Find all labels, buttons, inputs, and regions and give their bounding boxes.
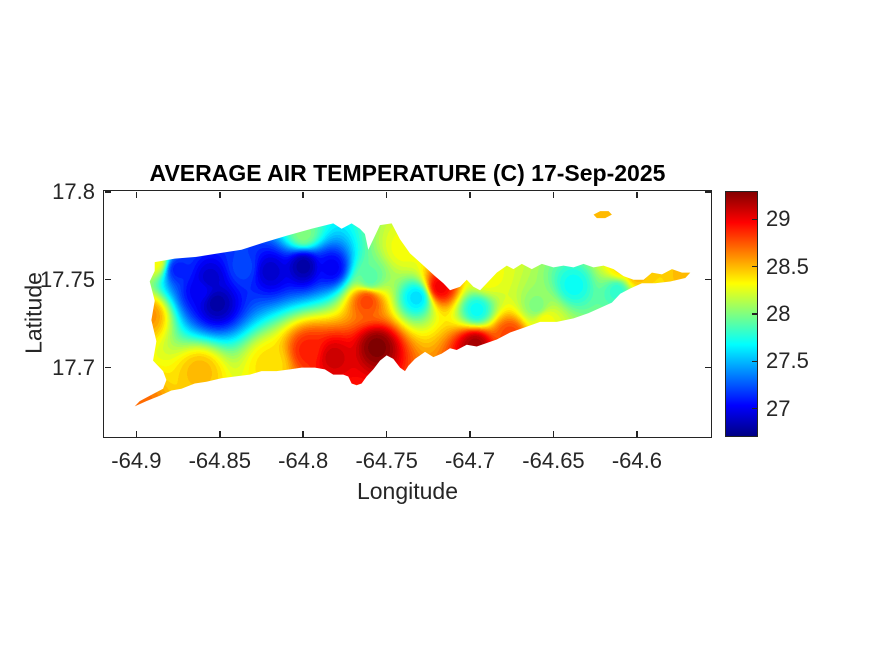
colorbar-tick-label: 29 bbox=[766, 206, 791, 232]
y-tick-mark-right bbox=[704, 278, 711, 281]
x-axis-label: Longitude bbox=[356, 478, 459, 504]
colorbar-tick-mark bbox=[752, 360, 757, 362]
x-tick-mark-top bbox=[552, 191, 555, 198]
x-tick-mark-top bbox=[302, 191, 304, 198]
y-tick-label: 17.7 bbox=[52, 354, 95, 380]
x-tick-mark-top bbox=[385, 191, 388, 198]
y-tick-mark bbox=[104, 191, 111, 193]
y-tick-label: 17.75 bbox=[39, 266, 95, 292]
x-tick-label: -64.7 bbox=[444, 448, 496, 473]
x-tick-label: -64.8 bbox=[278, 448, 329, 473]
colorbar-tick-label: 28 bbox=[766, 301, 791, 326]
y-tick-mark-right bbox=[704, 366, 711, 369]
x-tick-mark-top bbox=[219, 191, 221, 198]
x-tick-label: -64.75 bbox=[355, 448, 418, 473]
x-tick-mark bbox=[219, 430, 221, 437]
x-tick-mark bbox=[302, 430, 304, 437]
colorbar-tick-label: 27 bbox=[766, 395, 791, 421]
x-tick-mark bbox=[469, 430, 471, 437]
colorbar-tick-mark bbox=[752, 266, 757, 268]
colorbar-tick-label: 28.5 bbox=[766, 253, 809, 279]
colorbar-tick-mark bbox=[752, 408, 757, 410]
y-tick-label: 17.8 bbox=[52, 178, 95, 204]
x-tick-mark bbox=[636, 430, 638, 437]
x-tick-label: -64.6 bbox=[611, 448, 662, 473]
x-tick-label: -64.85 bbox=[188, 448, 251, 473]
x-tick-label: -64.65 bbox=[522, 448, 585, 473]
x-tick-mark-top bbox=[636, 191, 638, 198]
x-tick-mark-top bbox=[135, 191, 138, 198]
chart-title: AVERAGE AIR TEMPERATURE (C) 17-Sep-2025 bbox=[149, 160, 666, 186]
x-tick-mark bbox=[385, 430, 388, 437]
temperature-map bbox=[103, 190, 712, 438]
x-tick-mark-top bbox=[469, 191, 471, 198]
y-tick-mark bbox=[104, 366, 111, 369]
y-tick-mark bbox=[104, 278, 111, 281]
x-tick-label: -64.9 bbox=[111, 448, 162, 473]
x-tick-mark bbox=[552, 430, 555, 437]
y-tick-mark-right bbox=[704, 191, 711, 193]
colorbar-tick-mark bbox=[752, 313, 757, 315]
x-tick-mark bbox=[135, 430, 138, 437]
colorbar-tick-label: 27.5 bbox=[766, 348, 809, 374]
colorbar-tick-mark bbox=[752, 218, 757, 220]
